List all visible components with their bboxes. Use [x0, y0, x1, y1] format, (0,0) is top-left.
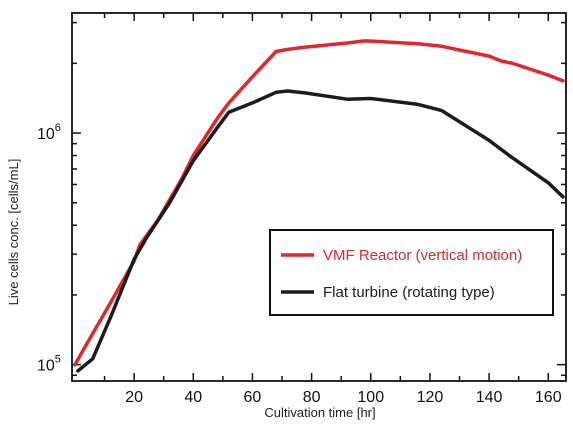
series-lines — [73, 39, 565, 373]
y-tick-label: 105 — [37, 354, 61, 375]
x-tick-label: 100 — [357, 389, 384, 406]
x-tick-label: 80 — [303, 389, 321, 406]
series-line-vmf-reactor — [73, 39, 565, 367]
x-tick-label: 140 — [476, 389, 503, 406]
x-tick-label: 60 — [244, 389, 262, 406]
y-tick-label: 106 — [37, 122, 61, 143]
x-tick-label: 160 — [535, 389, 562, 406]
y-tick-label-base: 10 — [37, 126, 55, 143]
legend-label-vmf-reactor: VMF Reactor (vertical motion) — [323, 247, 522, 264]
series-line-flat-turbine — [76, 89, 565, 373]
x-axis-title: Cultivation time [hr] — [264, 405, 375, 420]
legend: VMF Reactor (vertical motion) Flat turbi… — [269, 229, 554, 316]
axis-ticks — [72, 13, 566, 381]
y-tick-label-exponent: 6 — [55, 122, 61, 134]
legend-label-flat-turbine: Flat turbine (rotating type) — [323, 284, 495, 301]
plot-frame — [71, 12, 567, 382]
x-tick-labels: 20 40 60 80 100 120 140 160 — [125, 389, 561, 406]
y-tick-label-base: 10 — [37, 358, 55, 375]
x-tick-label: 20 — [125, 389, 143, 406]
x-tick-label: 120 — [417, 389, 444, 406]
x-tick-label: 40 — [184, 389, 202, 406]
y-axis-title: Live cells conc. [cells/mL] — [6, 159, 21, 306]
legend-box — [269, 229, 554, 316]
y-tick-label-exponent: 5 — [55, 354, 61, 366]
